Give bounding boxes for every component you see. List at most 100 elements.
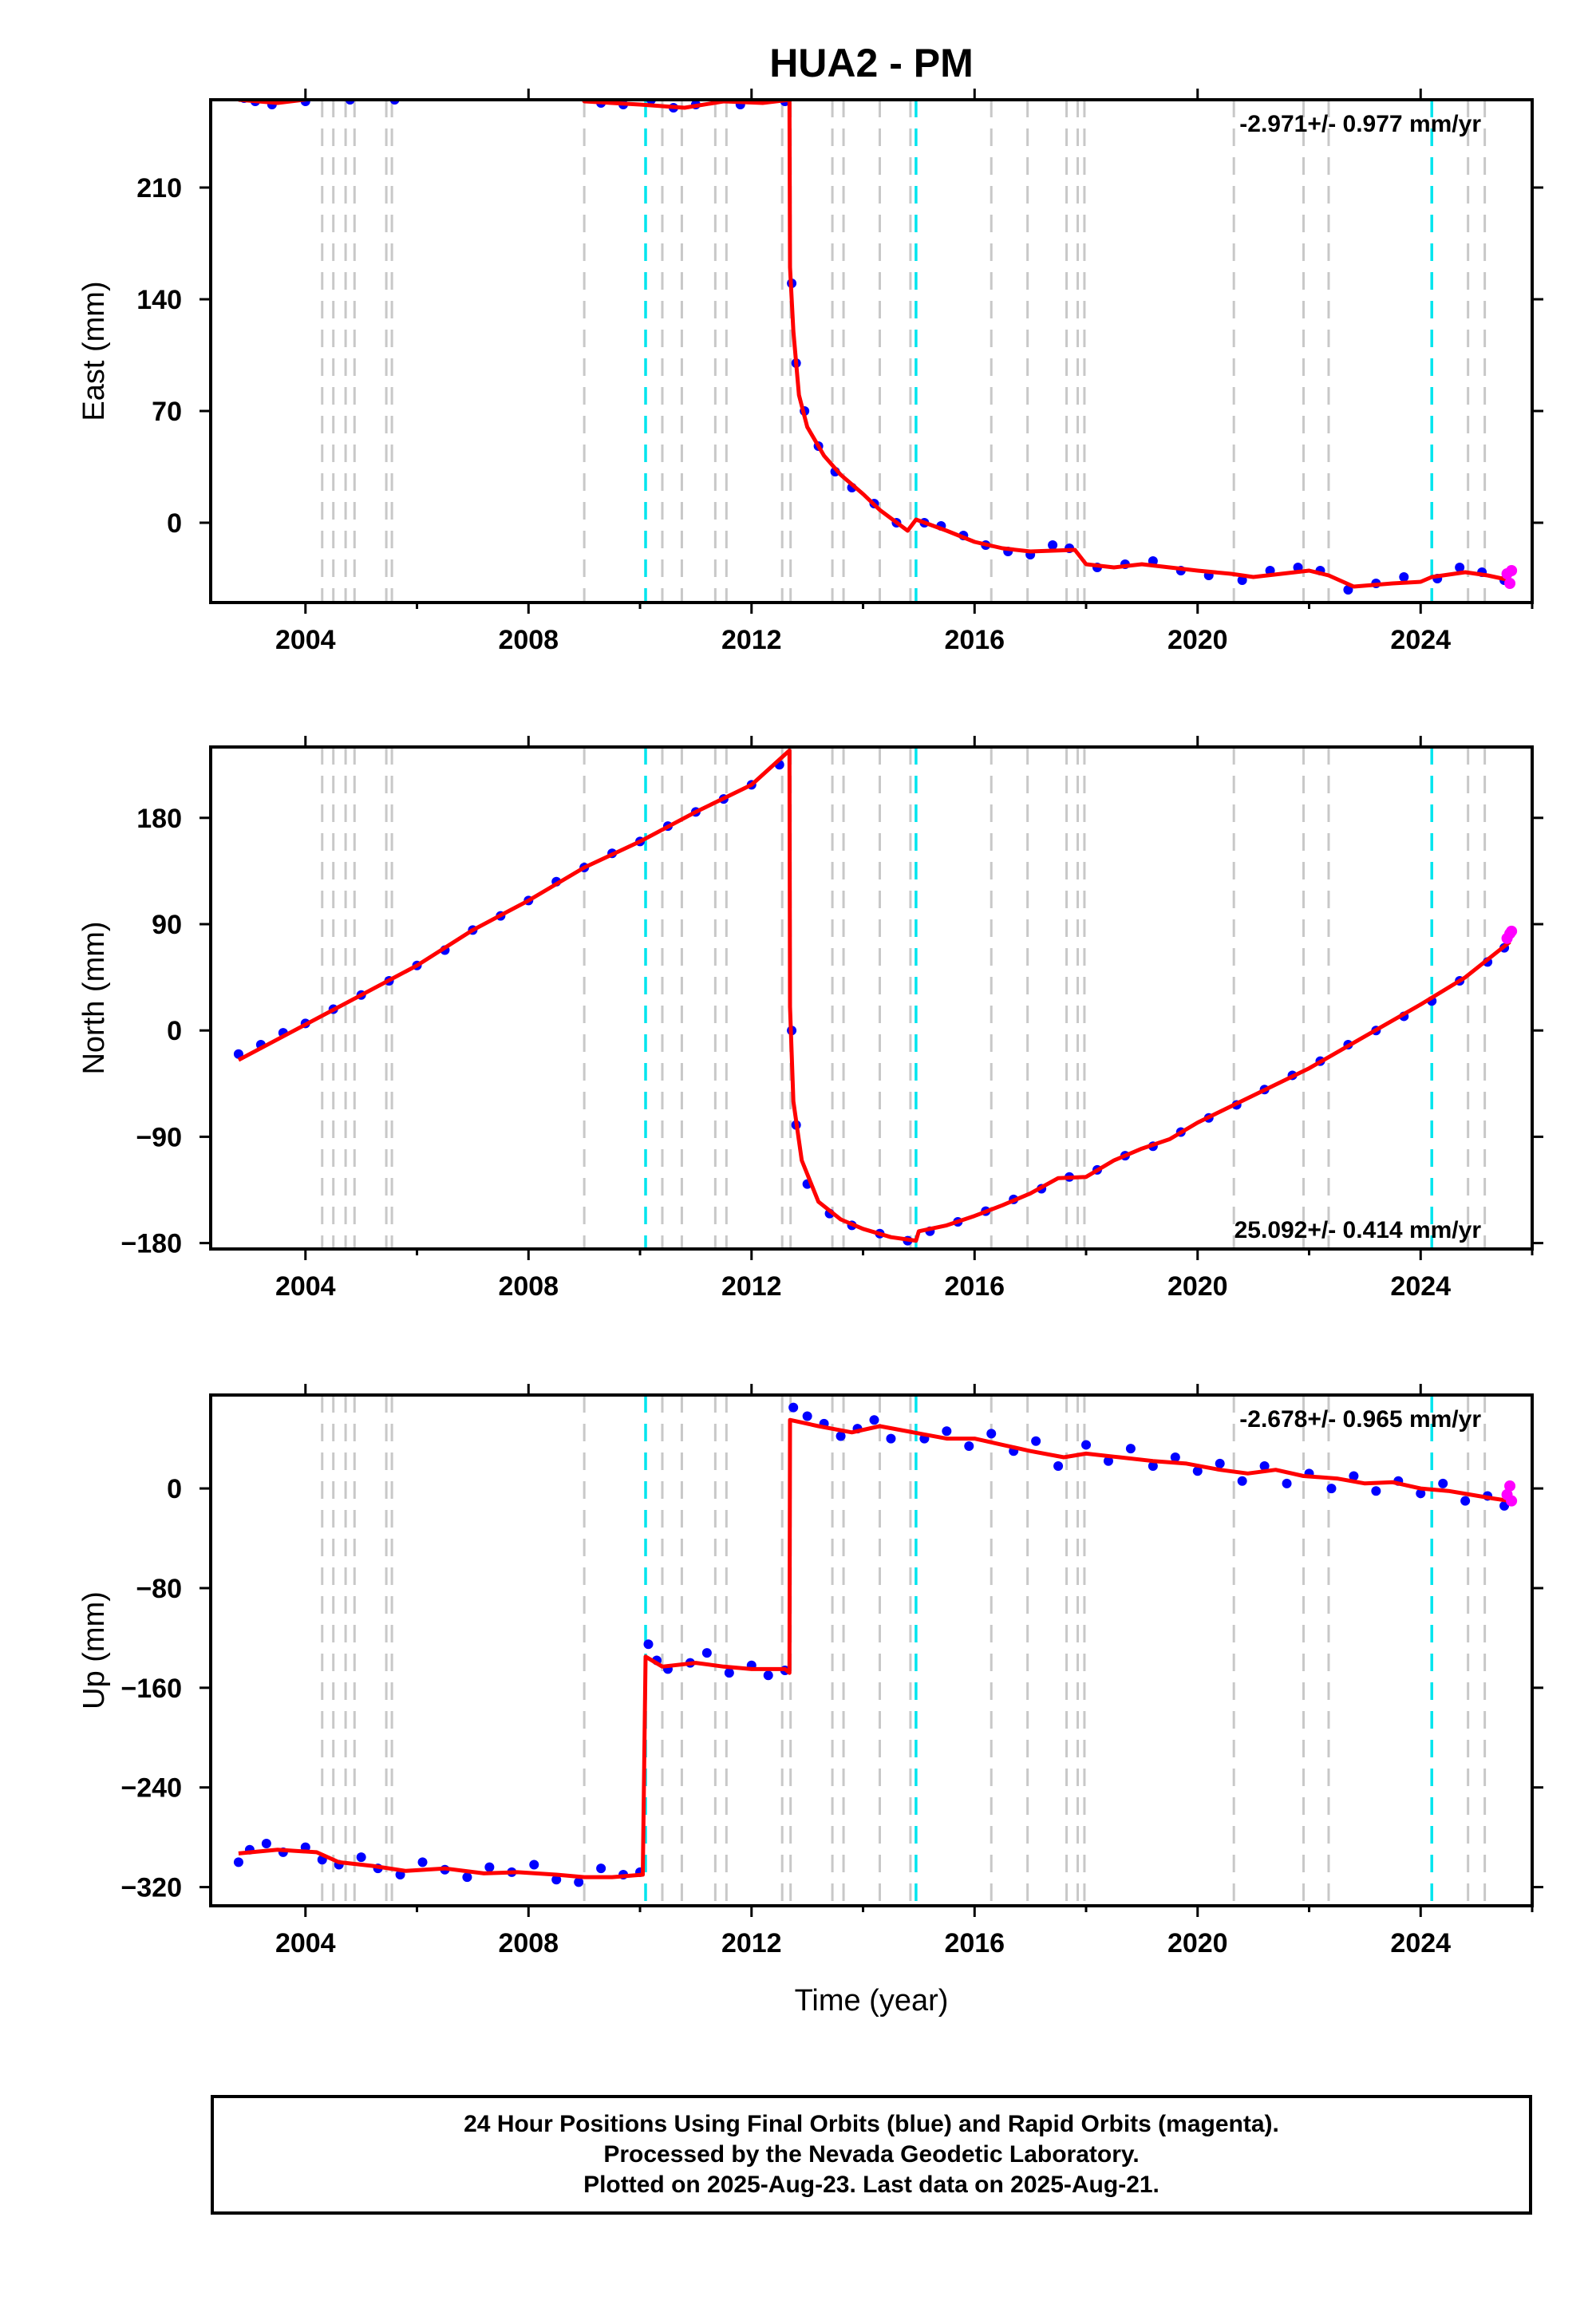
final-orbit-point xyxy=(1326,1484,1337,1494)
model-line xyxy=(238,100,1511,589)
y-axis-label: Up (mm) xyxy=(77,1591,111,1709)
final-orbits-series xyxy=(234,81,1510,595)
final-orbit-point xyxy=(1103,1456,1113,1466)
y-tick-label: −80 xyxy=(136,1574,182,1604)
final-orbit-point xyxy=(763,1670,773,1681)
y-tick-label: −90 xyxy=(136,1122,182,1152)
final-orbit-point xyxy=(1125,1444,1136,1454)
rapid-orbit-point xyxy=(1506,1495,1518,1507)
final-orbit-point xyxy=(1237,575,1247,585)
final-orbit-point xyxy=(788,1402,799,1413)
final-orbit-point xyxy=(1215,1458,1225,1468)
rapid-orbit-point xyxy=(1504,1480,1516,1492)
plot-frame xyxy=(209,745,1534,1251)
final-orbit-point xyxy=(234,81,243,90)
final-orbit-point xyxy=(643,1639,654,1650)
final-orbit-point xyxy=(417,1857,428,1867)
final-orbit-point xyxy=(484,1862,495,1872)
x-tick-label: 2024 xyxy=(1390,625,1451,655)
x-tick-label: 2012 xyxy=(721,1928,782,1958)
y-tick-label: 180 xyxy=(136,804,182,834)
caption-box: 24 Hour Positions Using Final Orbits (bl… xyxy=(211,2095,1532,2215)
x-tick-label: 2008 xyxy=(498,1928,559,1958)
x-tick-label: 2008 xyxy=(498,625,559,655)
rapid-orbits-series xyxy=(1501,565,1518,589)
final-orbit-point xyxy=(1438,1478,1448,1488)
x-tick-label: 2004 xyxy=(275,625,336,655)
y-tick-label: −240 xyxy=(120,1773,182,1804)
chart-title: HUA2 - PM xyxy=(769,41,974,85)
rapid-orbits-series xyxy=(1501,925,1518,944)
y-tick-label: −160 xyxy=(120,1674,182,1704)
north-panel: 2004 2008 2012 2016 2020 2024 −180 −90 0 90 180 Nor… xyxy=(77,736,1543,1302)
final-orbit-point xyxy=(1237,1476,1247,1486)
x-tick-label: 2020 xyxy=(1167,1271,1228,1302)
rapid-orbits-series xyxy=(1501,1480,1518,1507)
rate-annotation: -2.971+/- 0.977 mm/yr xyxy=(1239,111,1481,137)
x-tick-label: 2016 xyxy=(944,1271,1005,1302)
final-orbit-point xyxy=(462,1872,472,1883)
y-tick-label: −320 xyxy=(120,1873,182,1903)
x-tick-label: 2004 xyxy=(275,1271,336,1302)
rapid-orbit-point xyxy=(1506,565,1518,576)
caption-line-3: Plotted on 2025-Aug-23. Last data on 202… xyxy=(583,2172,1159,2198)
y-axis-label: North (mm) xyxy=(77,921,111,1074)
caption-line-2: Processed by the Nevada Geodetic Laborat… xyxy=(603,2141,1140,2168)
x-tick-label: 2024 xyxy=(1390,1271,1451,1302)
final-orbit-point xyxy=(1081,1440,1092,1450)
east-panel: 2004 2008 2012 2016 2020 2024 0 70 140 210 East (m… xyxy=(77,81,1543,655)
final-orbit-point xyxy=(942,1426,952,1437)
final-orbit-point xyxy=(551,84,561,93)
model-line xyxy=(237,748,1511,1243)
final-orbit-point xyxy=(1349,1471,1359,1481)
final-orbit-point xyxy=(1399,572,1409,582)
x-axis-label: Time (year) xyxy=(795,1984,949,2018)
final-orbit-point xyxy=(496,87,505,97)
final-orbit-point xyxy=(233,1857,243,1867)
x-tick-label: 2016 xyxy=(944,1928,1005,1958)
y-tick-label: −180 xyxy=(120,1229,182,1259)
final-orbit-point xyxy=(1282,1478,1292,1488)
x-tick-label: 2024 xyxy=(1390,1928,1451,1958)
final-orbit-point xyxy=(1259,1460,1270,1471)
y-tick-label: 140 xyxy=(136,285,182,315)
final-orbit-point xyxy=(574,87,583,97)
final-orbit-point xyxy=(1460,1496,1471,1506)
y-tick-label: 210 xyxy=(136,173,182,204)
y-tick-label: 0 xyxy=(167,1016,182,1046)
y-tick-label: 0 xyxy=(167,1474,182,1504)
x-tick-label: 2020 xyxy=(1167,1928,1228,1958)
plot-frame xyxy=(209,98,1534,604)
final-orbit-point xyxy=(836,1431,846,1441)
model-line xyxy=(238,1417,1511,1879)
final-orbit-point xyxy=(574,1877,584,1887)
final-orbit-point xyxy=(1170,1452,1180,1463)
x-tick-label: 2004 xyxy=(275,1928,336,1958)
final-orbit-point xyxy=(1343,585,1353,595)
caption-line-1: 24 Hour Positions Using Final Orbits (bl… xyxy=(464,2111,1279,2137)
final-orbit-point xyxy=(1455,563,1465,572)
final-orbit-point xyxy=(986,1429,997,1439)
final-orbit-point xyxy=(869,1415,879,1425)
final-orbit-point xyxy=(261,1838,271,1848)
final-orbit-point xyxy=(413,87,422,97)
rapid-orbit-point xyxy=(1506,925,1518,937)
final-orbit-point xyxy=(964,1441,974,1451)
rapid-orbit-point xyxy=(1504,578,1516,589)
x-tick-label: 2020 xyxy=(1167,625,1228,655)
final-orbits-series xyxy=(233,760,1510,1246)
y-tick-label: 0 xyxy=(167,508,182,539)
final-orbit-point xyxy=(802,1411,812,1421)
final-orbit-point xyxy=(1148,1460,1158,1471)
y-axis-label: East (mm) xyxy=(77,281,111,421)
x-tick-label: 2016 xyxy=(944,625,1005,655)
up-panel: 2004 2008 2012 2016 2020 2024 −320 −240 −160 −80 0… xyxy=(77,1384,1543,1958)
event-lines xyxy=(321,100,1487,603)
x-tick-label: 2008 xyxy=(498,1271,559,1302)
x-tick-label: 2012 xyxy=(721,625,782,655)
y-tick-label: 90 xyxy=(152,910,182,940)
final-orbit-point xyxy=(529,1860,539,1870)
final-orbit-point xyxy=(468,82,477,92)
rate-annotation: 25.092+/- 0.414 mm/yr xyxy=(1235,1217,1482,1243)
